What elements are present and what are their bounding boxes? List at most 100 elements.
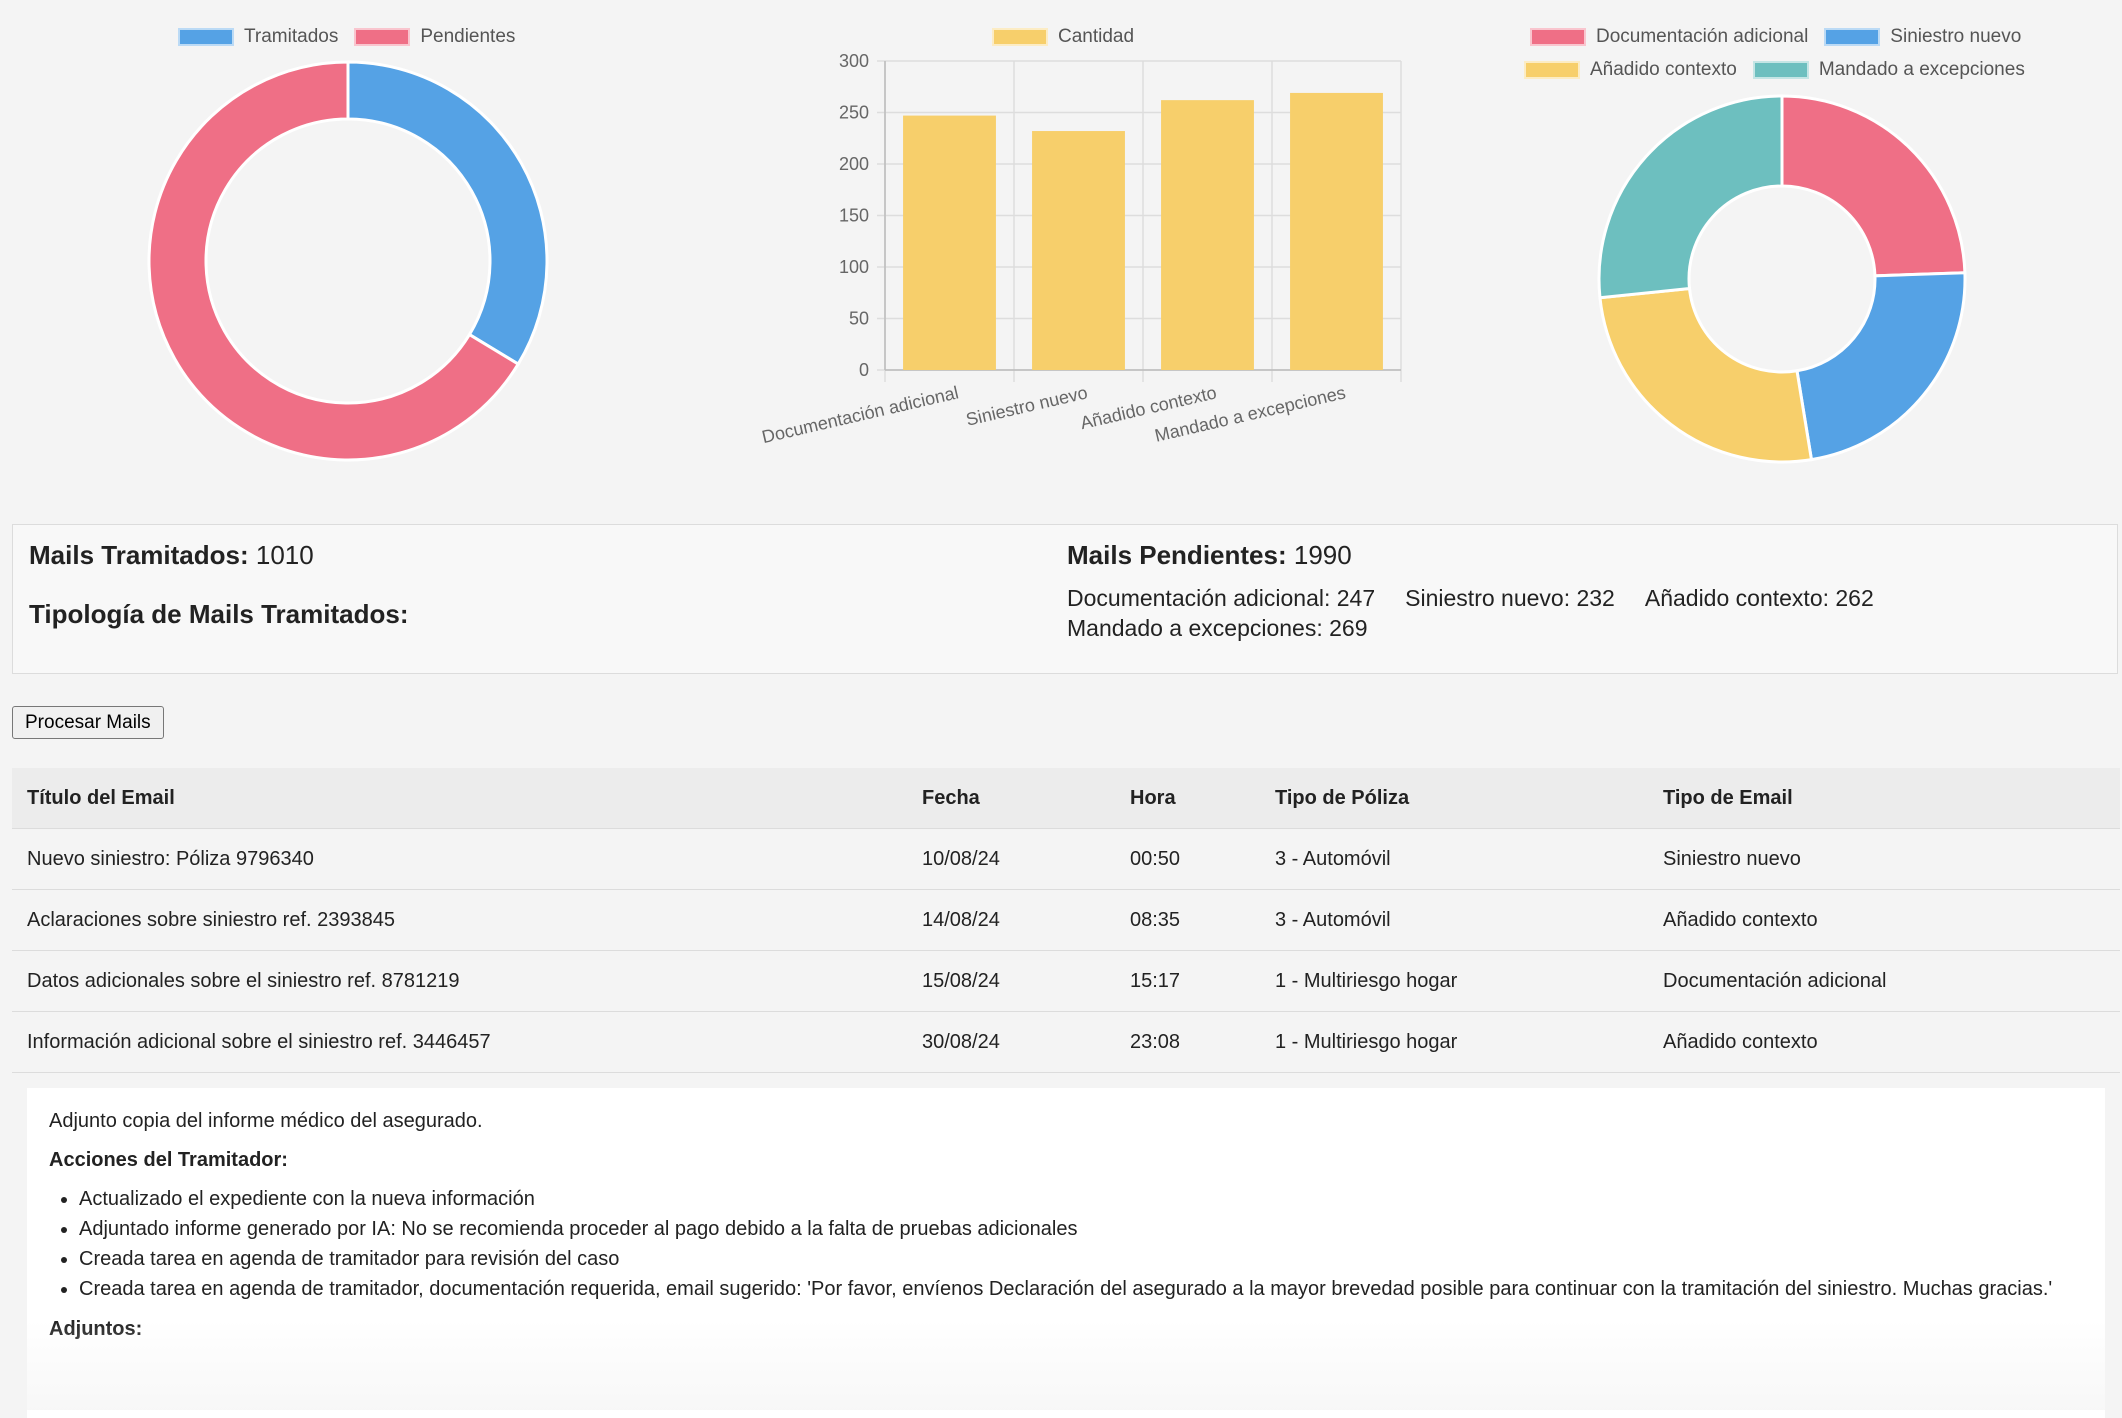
count-siniestro: Siniestro nuevo: 232 [1405,585,1615,611]
cell-titulo: Datos adicionales sobre el siniestro ref… [12,950,907,1012]
cell-hora: 08:35 [1115,889,1260,951]
table-row[interactable]: Nuevo siniestro: Póliza 9796340 10/08/24… [12,828,2120,890]
cell-tipo-email: Documentación adicional [1648,950,2120,1012]
action-item: Actualizado el expediente con la nueva i… [79,1184,2083,1214]
cell-tipo-email: Añadido contexto [1648,1011,2120,1073]
cell-titulo: Nuevo siniestro: Póliza 9796340 [12,828,907,890]
legend-label-tramitados: Tramitados [244,26,339,47]
cell-tipo-poliza: 3 - Automóvil [1260,889,1648,951]
cell-titulo: Información adicional sobre el siniestro… [12,1011,907,1073]
cell-fecha: 14/08/24 [907,889,1115,951]
table-header-row: Título del Email Fecha Hora Tipo de Póli… [12,768,2120,829]
mails-table: Título del Email Fecha Hora Tipo de Póli… [12,768,2120,1073]
table-row[interactable]: Aclaraciones sobre siniestro ref. 239384… [12,889,2120,951]
tramitados-label: Mails Tramitados: [29,540,249,570]
legend-label-siniestro: Siniestro nuevo [1890,26,2022,47]
count-excepciones: Mandado a excepciones: 269 [1067,615,1368,641]
summary-left: Mails Tramitados: 1010 Tipología de Mail… [29,539,408,630]
legend-label-anadido: Añadido contexto [1590,59,1737,80]
charts-area: 0 50 100 150 200 250 300 Documentación adiciona… [0,0,2122,500]
y-tick-label: 250 [839,103,869,123]
legend-label-pendientes: Pendientes [420,26,516,47]
cell-tipo-email: Añadido contexto [1648,889,2120,951]
action-item: Creada tarea en agenda de tramitador, do… [79,1274,2083,1304]
tramitados-line: Mails Tramitados: 1010 [29,539,408,571]
header-tipo-email[interactable]: Tipo de Email [1648,768,2120,829]
table-row[interactable]: Información adicional sobre el siniestro… [12,1011,2120,1073]
email-body: Adjunto copia del informe médico del ase… [49,1110,483,1132]
cell-tipo-poliza: 3 - Automóvil [1260,828,1648,890]
y-tick-label: 300 [839,51,869,71]
legend-swatch-excepciones [1752,61,1809,79]
header-hora[interactable]: Hora [1115,768,1260,829]
tramitados-value: 1010 [255,540,314,570]
cell-hora: 00:50 [1115,828,1260,890]
x-tick-label: Siniestro nuevo [964,382,1089,429]
legend-item-pendientes[interactable]: Pendientes [354,26,515,48]
x-tick-label: Documentación adicional [760,382,960,447]
types-donut-slice-siniestro-nuevo [1795,271,1967,462]
attachments-title: Adjuntos: [49,1318,143,1340]
pendientes-line: Mails Pendientes: 1990 [1067,539,2097,571]
cell-fecha: 10/08/24 [907,828,1115,890]
legend-swatch-documentacion [1530,28,1586,46]
tipologia-title: Tipología de Mails Tramitados: [29,599,409,629]
types-donut-slice-documentacion-adicional [1780,94,1967,278]
legend-item-cantidad[interactable]: Cantidad [992,26,1134,48]
bar-anadido-contexto [1161,100,1254,370]
cell-fecha: 30/08/24 [907,1011,1115,1073]
charts-canvas: 0 50 100 150 200 250 300 Documentación adiciona… [147,51,1967,464]
header-fecha[interactable]: Fecha [907,768,1115,829]
action-item: Creada tarea en agenda de tramitador par… [79,1244,2083,1274]
bar-documentacion-adicional [903,115,996,370]
legend-item-anadido[interactable]: Añadido contexto [1524,59,1737,81]
legend-item-tramitados[interactable]: Tramitados [178,26,338,48]
legend-swatch-tramitados [178,28,234,46]
cell-tipo-poliza: 1 - Multiriesgo hogar [1260,950,1648,1012]
email-detail-panel: Adjunto copia del informe médico del ase… [27,1088,2105,1418]
cell-tipo-poliza: 1 - Multiriesgo hogar [1260,1011,1648,1073]
bar-mandado-a-excepciones [1290,92,1383,371]
types-donut-slice-anadido-contexto [1598,286,1814,464]
y-tick-label: 100 [839,257,869,277]
action-item: Adjuntado informe generado por IA: No se… [79,1214,2083,1244]
legend-label-cantidad: Cantidad [1058,26,1135,47]
y-tick-label: 150 [839,206,869,226]
summary-right: Mails Pendientes: 1990 Documentación adi… [1067,539,2097,643]
pendientes-label: Mails Pendientes: [1067,540,1287,570]
status-donut-slice-pendientes [147,60,521,462]
table-row[interactable]: Datos adicionales sobre el siniestro ref… [12,950,2120,1012]
count-anadido: Añadido contexto: 262 [1644,585,1874,611]
legend-label-excepciones: Mandado a excepciones [1818,59,2025,80]
legend-item-excepciones[interactable]: Mandado a excepciones [1752,59,2025,81]
legend-swatch-pendientes [354,28,411,46]
cell-tipo-email: Siniestro nuevo [1648,828,2120,890]
legend-item-documentacion[interactable]: Documentación adicional [1530,26,1808,48]
legend-label-documentacion: Documentación adicional [1596,26,1809,47]
status-donut-slice-tramitados [346,60,549,367]
types-donut-legend-row2: Añadido contexto Mandado a excepciones [1524,59,2041,81]
types-donut-slice-mandado-a-excepciones [1597,94,1784,300]
actions-title: Acciones del Tramitador: [49,1149,288,1171]
cell-hora: 15:17 [1115,950,1260,1012]
count-documentacion: Documentación adicional: 247 [1067,585,1376,611]
legend-item-siniestro[interactable]: Siniestro nuevo [1824,26,2021,48]
status-donut-legend: Tramitados Pendientes [178,26,531,48]
legend-swatch-siniestro [1824,28,1881,46]
bar-siniestro-nuevo [1032,131,1125,370]
y-tick-label: 50 [849,309,869,329]
cell-fecha: 15/08/24 [907,950,1115,1012]
y-tick-label: 200 [839,154,869,174]
header-titulo[interactable]: Título del Email [12,768,907,829]
actions-list: Actualizado el expediente con la nueva i… [49,1184,2083,1304]
process-mails-button[interactable]: Procesar Mails [12,706,164,739]
cell-titulo: Aclaraciones sobre siniestro ref. 239384… [12,889,907,951]
summary-panel: Mails Tramitados: 1010 Tipología de Mail… [12,524,2118,674]
cell-hora: 23:08 [1115,1011,1260,1073]
types-donut-legend-row1: Documentación adicional Siniestro nuevo [1530,26,2037,48]
legend-swatch-anadido [1524,61,1580,79]
pendientes-value: 1990 [1293,540,1352,570]
y-tick-label: 0 [859,360,869,380]
legend-swatch-cantidad [992,28,1048,46]
header-tipo-poliza[interactable]: Tipo de Póliza [1260,768,1648,829]
